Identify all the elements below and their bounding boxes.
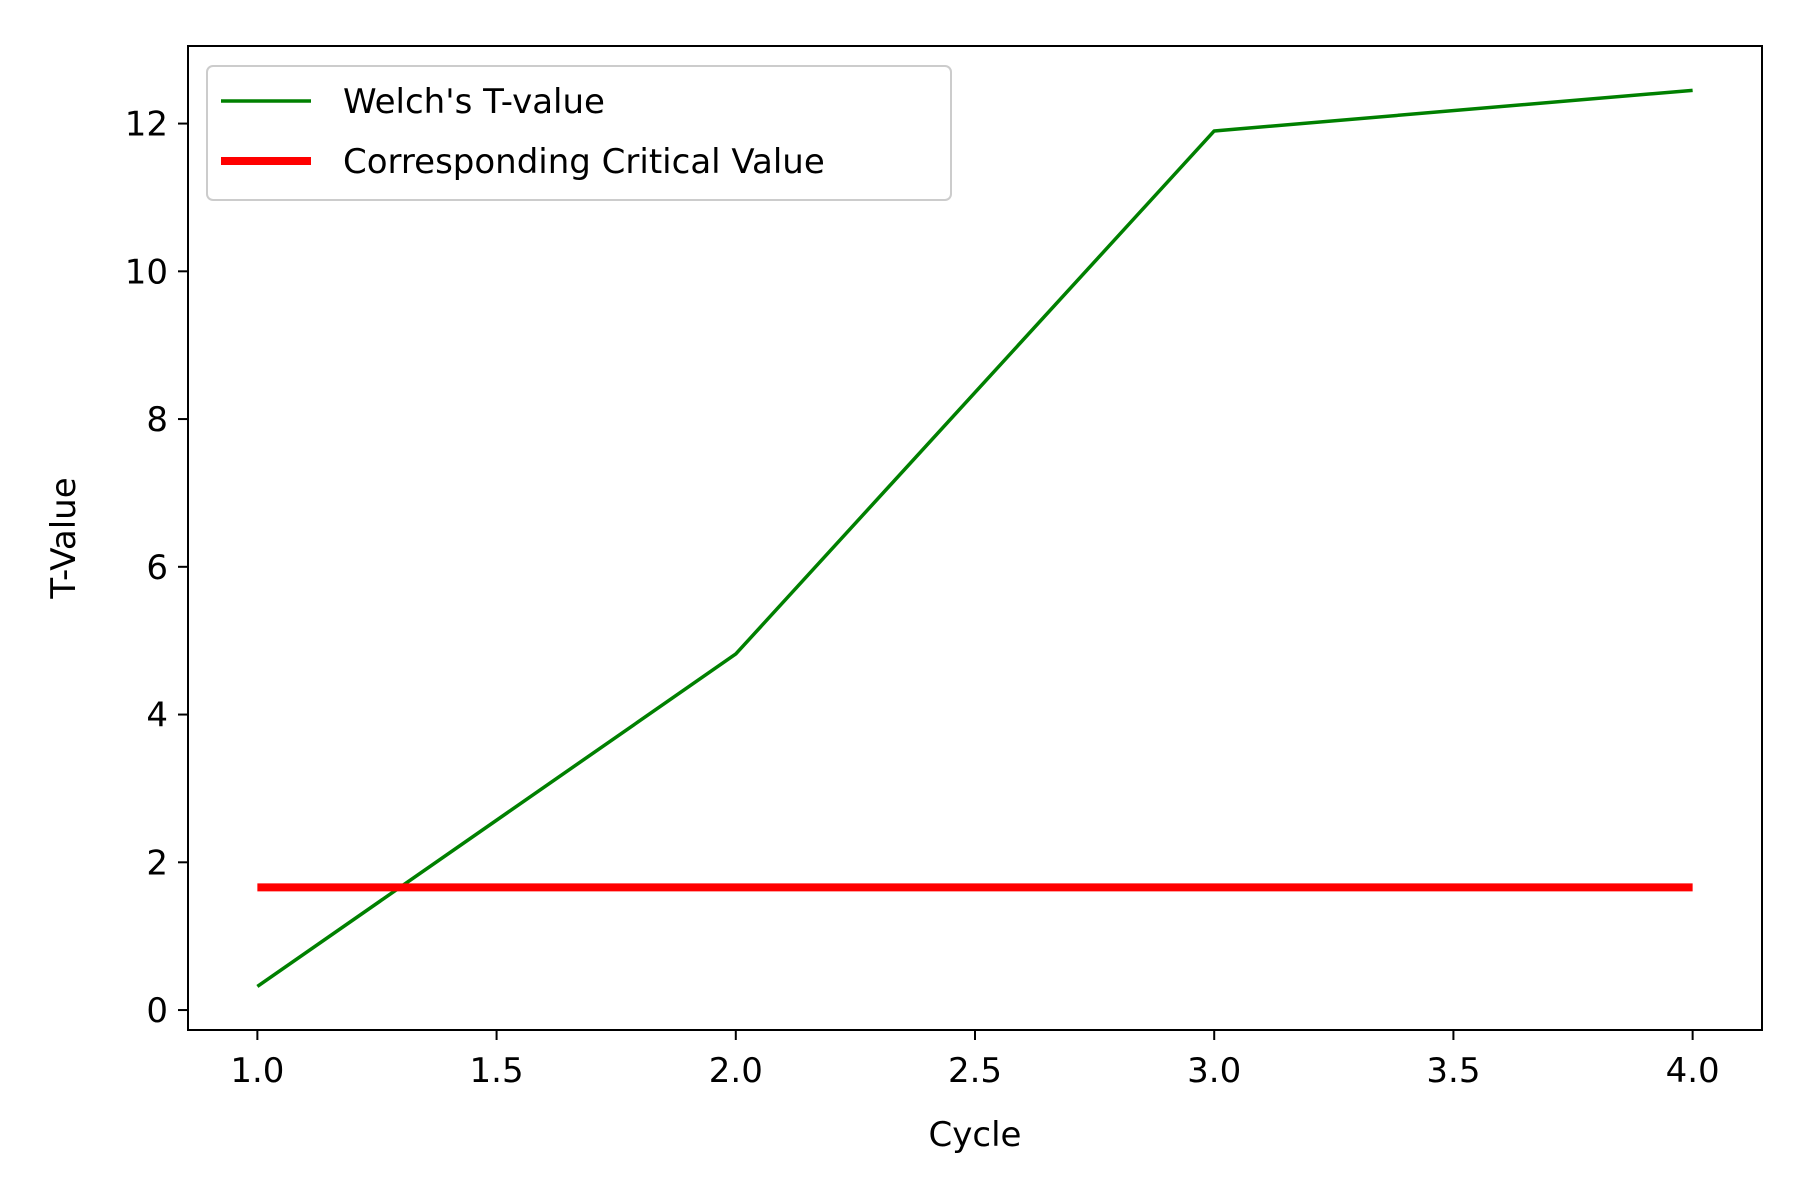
x-tick-label: 1.0 [230,1051,284,1091]
y-tick-label: 6 [146,548,168,588]
x-tick-label: 2.5 [948,1051,1002,1091]
y-axis-ticks: 0 2 4 6 8 10 12 [125,105,188,1031]
welch-t-value-line [256,88,1693,988]
legend: Welch's T-value Corresponding Critical V… [206,65,952,201]
x-tick-label: 3.5 [1426,1051,1480,1091]
y-tick-label: 2 [146,843,168,883]
legend-label-welch-t-value: Welch's T-value [343,82,605,122]
legend-box [206,65,952,201]
y-tick-label: 8 [146,400,168,440]
y-tick-label: 4 [146,696,168,736]
y-axis-label: T-Value [44,477,84,599]
x-tick-label: 1.5 [470,1051,524,1091]
x-tick-label: 3.0 [1187,1051,1241,1091]
y-tick-label: 0 [146,991,168,1031]
x-tick-label: 4.0 [1666,1051,1720,1091]
legend-label-critical-value: Corresponding Critical Value [343,142,825,182]
x-axis-ticks: 1.0 1.5 2.0 2.5 3.0 3.5 4.0 [230,1030,1720,1091]
x-tick-label: 2.0 [709,1051,763,1091]
x-axis-label: Cycle [929,1115,1022,1155]
y-tick-label: 12 [125,105,168,145]
y-tick-label: 10 [125,252,168,292]
